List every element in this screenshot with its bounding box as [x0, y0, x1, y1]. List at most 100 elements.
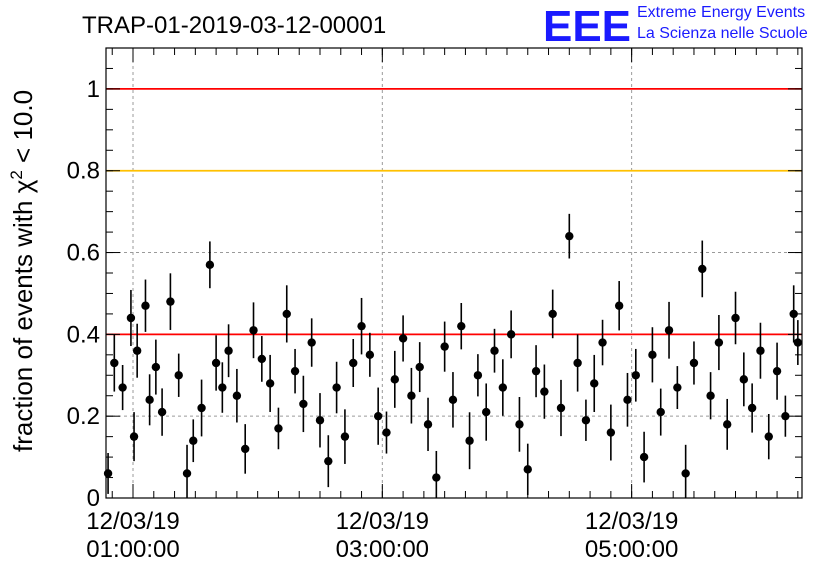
- data-point: [129, 432, 139, 441]
- data-point: [781, 411, 790, 421]
- data-point: [265, 379, 275, 388]
- data-point: [498, 383, 508, 392]
- x-tick-label-time: 03:00:00: [336, 536, 429, 563]
- data-point: [307, 338, 316, 347]
- data-point: [390, 375, 399, 384]
- data-point: [157, 407, 167, 417]
- data-point: [282, 309, 291, 319]
- data-point: [482, 407, 491, 417]
- data-point: [698, 264, 707, 274]
- y-tick-label: 1: [87, 76, 100, 103]
- data-point: [407, 391, 416, 400]
- data-point: [382, 428, 391, 437]
- data-point: [606, 428, 616, 437]
- data-point: [689, 358, 699, 368]
- data-point: [373, 411, 383, 421]
- data-point: [581, 416, 591, 425]
- data-point: [249, 326, 258, 335]
- data-point: [639, 452, 649, 462]
- data-point: [723, 420, 732, 429]
- chart-title: TRAP-01-2019-03-12-00001: [82, 12, 386, 39]
- data-point: [290, 366, 300, 376]
- data-points: [103, 213, 803, 498]
- data-point: [357, 321, 366, 331]
- y-axis-label-text: fraction of events with: [8, 201, 38, 452]
- data-point: [465, 436, 474, 445]
- data-point: [706, 391, 715, 400]
- eee-logo-line1: Extreme Energy Events: [637, 4, 805, 21]
- data-point: [448, 395, 458, 405]
- data-point: [182, 469, 192, 478]
- data-point: [315, 416, 325, 425]
- data-point: [423, 420, 433, 429]
- y-axis: 0 0.2 0.4 0.6 0.8 1: [67, 67, 802, 512]
- data-point: [205, 260, 215, 270]
- data-point: [506, 330, 516, 339]
- y-axis-label: fraction of events with χ2 < 10.0: [7, 90, 38, 452]
- data-point: [457, 321, 466, 331]
- data-point: [623, 395, 632, 405]
- data-point: [789, 309, 798, 319]
- data-point: [166, 297, 175, 306]
- x-tick-label-date: 12/03/19: [336, 508, 429, 535]
- data-point: [739, 375, 749, 384]
- data-point: [714, 338, 724, 347]
- y-tick-label: 0.6: [67, 240, 100, 267]
- x-axis: 12/03/1901:00:0012/03/1903:00:0012/03/19…: [86, 48, 799, 563]
- data-point: [224, 346, 233, 355]
- data-point: [126, 313, 136, 323]
- data-point: [365, 350, 375, 360]
- data-point: [145, 395, 154, 405]
- y-axis-label-tail: < 10.0: [8, 90, 38, 163]
- data-point: [218, 383, 227, 392]
- data-point: [523, 465, 532, 474]
- data-point: [110, 358, 119, 368]
- data-point: [756, 346, 765, 355]
- data-point: [174, 371, 183, 380]
- y-tick-label: 0: [87, 485, 100, 512]
- data-point: [556, 403, 566, 413]
- x-tick-label-time: 01:00:00: [86, 536, 179, 563]
- data-point: [141, 301, 150, 310]
- eee-logo-mark: EEE: [543, 2, 631, 51]
- reference-lines: [106, 88, 802, 336]
- y-tick-label: 0.8: [67, 158, 100, 185]
- data-point: [274, 424, 283, 433]
- data-point: [731, 313, 740, 323]
- x-tick-label-date: 12/03/19: [86, 508, 179, 535]
- data-point: [673, 383, 682, 392]
- data-point: [232, 391, 242, 400]
- y-tick-label: 0.2: [67, 403, 100, 430]
- data-point: [540, 387, 549, 396]
- data-point: [415, 362, 424, 372]
- data-point: [548, 309, 557, 319]
- data-point: [299, 399, 308, 409]
- data-point: [648, 350, 657, 360]
- data-point: [440, 342, 449, 351]
- data-point: [473, 371, 483, 380]
- data-point: [257, 354, 267, 364]
- data-point: [681, 469, 690, 478]
- y-axis-label-symbol: χ: [8, 179, 38, 193]
- eee-logo-line2: La Scienza nelle Scuole: [637, 25, 808, 42]
- data-point: [340, 432, 350, 441]
- eee-logo: EEE Extreme Energy Events La Scienza nel…: [543, 2, 808, 51]
- data-point: [656, 407, 665, 417]
- data-point: [573, 358, 582, 368]
- data-point: [398, 334, 408, 343]
- data-point: [631, 371, 640, 380]
- data-point: [490, 346, 499, 355]
- data-point: [349, 358, 358, 368]
- data-point: [197, 403, 206, 413]
- data-point: [565, 231, 574, 241]
- data-point: [241, 444, 250, 454]
- data-point: [132, 346, 142, 355]
- data-point: [515, 420, 524, 429]
- data-point: [764, 432, 773, 441]
- data-point: [793, 338, 803, 347]
- data-point: [189, 436, 198, 445]
- data-point: [324, 456, 333, 466]
- y-axis-label-exponent: 2: [7, 170, 26, 179]
- x-tick-label-time: 05:00:00: [585, 536, 678, 563]
